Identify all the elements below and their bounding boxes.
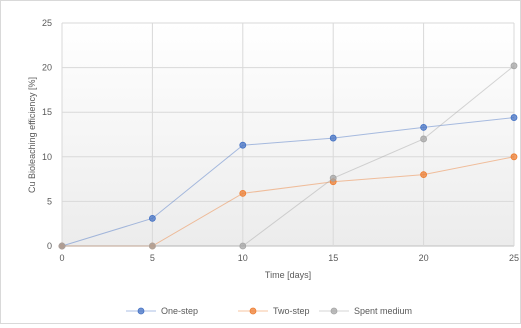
y-tick-label: 5 (47, 196, 52, 206)
data-point-one-step (420, 123, 428, 131)
legend-item-one-step: One-step (126, 306, 198, 316)
x-tick-label: 0 (59, 253, 64, 263)
legend-marker (249, 307, 257, 315)
data-point-spent-medium (420, 135, 428, 143)
x-axis-title: Time [days] (265, 270, 311, 280)
x-tick-label: 5 (150, 253, 155, 263)
data-point-one-step (329, 134, 337, 142)
legend: One-step Two-step Spent medium (126, 306, 412, 316)
series-line-one-step (61, 117, 515, 247)
legend-marker (330, 307, 338, 315)
legend-marker (137, 307, 145, 315)
data-point-one-step (510, 114, 518, 121)
x-tick-label: 10 (238, 253, 248, 263)
y-tick-label: 20 (42, 63, 52, 73)
gridlines (61, 22, 515, 247)
x-tick-label: 15 (328, 253, 338, 263)
series-line-two-step (62, 156, 515, 247)
data-point-two-step (420, 171, 428, 179)
series-line-spent-medium (62, 65, 515, 247)
y-axis-title: Cu Bioleaching efficiency [%] (27, 77, 37, 193)
y-tick-label: 0 (47, 241, 52, 251)
data-point-two-step (239, 189, 247, 197)
y-tick-label: 25 (42, 18, 52, 28)
data-point-spent-medium (239, 242, 247, 250)
x-tick-label: 25 (509, 253, 519, 263)
data-point-spent-medium (329, 174, 337, 182)
legend-label: Spent medium (354, 306, 412, 316)
data-point-spent-medium (148, 242, 156, 250)
series-points (58, 62, 518, 250)
plot-area (62, 23, 514, 246)
line-chart: 0 5 10 15 20 25 0 5 10 15 20 25 Time [days] Cu Bio… (27, 18, 519, 316)
legend-item-spent-medium: Spent medium (319, 306, 412, 316)
data-point-one-step (148, 214, 156, 222)
series-lines (61, 65, 515, 247)
legend-label: One-step (161, 306, 198, 316)
data-point-one-step (239, 141, 247, 149)
data-point-spent-medium (510, 62, 518, 70)
x-tick-labels: 0 5 10 15 20 25 (59, 253, 519, 263)
x-tick-label: 20 (419, 253, 429, 263)
y-tick-label: 15 (42, 107, 52, 117)
data-point-spent-medium (58, 242, 66, 250)
y-tick-labels: 0 5 10 15 20 25 (42, 18, 52, 251)
legend-label: Two-step (273, 306, 310, 316)
y-tick-label: 10 (42, 152, 52, 162)
legend-item-two-step: Two-step (238, 306, 310, 316)
data-point-two-step (510, 153, 518, 161)
